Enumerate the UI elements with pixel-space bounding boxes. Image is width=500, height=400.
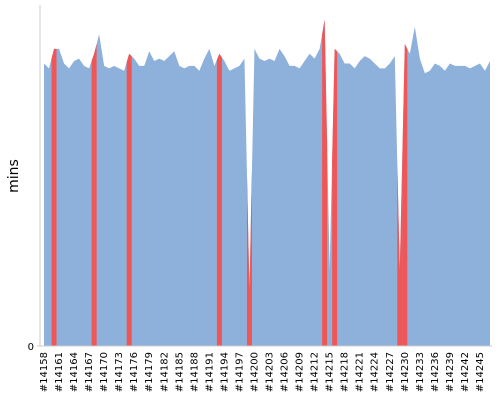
x-tick-label: #14191 — [204, 352, 215, 392]
x-tick-label: #14185 — [174, 352, 185, 392]
failed-build — [126, 53, 132, 346]
y-tick-label: 0 — [28, 342, 34, 353]
x-tick-label: #14158 — [39, 352, 50, 392]
x-tick-label: #14179 — [144, 352, 155, 392]
failed-build — [322, 19, 328, 346]
failed-build — [246, 169, 252, 346]
x-tick-label: #14221 — [355, 352, 366, 392]
x-tick-label: #14200 — [249, 352, 260, 392]
x-tick-label: #14197 — [234, 352, 245, 392]
failed-build — [402, 43, 408, 346]
x-tick-label: #14188 — [189, 352, 200, 392]
x-tick-label: #14212 — [310, 352, 321, 392]
x-tick-label: #14227 — [385, 352, 396, 392]
y-axis-label: mins — [6, 159, 22, 193]
x-tick-label: #14236 — [430, 352, 441, 392]
x-tick-label: #14218 — [340, 352, 351, 392]
failed-build — [332, 48, 338, 346]
x-tick-label: #14161 — [54, 352, 65, 392]
x-tick-label: #14182 — [159, 352, 170, 392]
x-tick-label: #14164 — [69, 352, 80, 392]
x-tick-label: #14194 — [219, 352, 230, 392]
x-tick-label: #14245 — [475, 352, 486, 392]
x-tick-label: #14233 — [415, 352, 426, 392]
x-tick-label: #14224 — [370, 352, 381, 392]
x-tick-label: #14167 — [84, 352, 95, 392]
x-tick-label: #14242 — [460, 352, 471, 392]
x-tick-label: #14203 — [265, 352, 276, 392]
x-tick-label: #14206 — [280, 352, 291, 392]
failed-build — [91, 43, 97, 346]
failed-build — [216, 53, 222, 346]
x-tick-label: #14230 — [400, 352, 411, 392]
x-tick-label: #14170 — [99, 352, 110, 392]
x-tick-label: #14173 — [114, 352, 125, 392]
x-tick-label: #14209 — [295, 352, 306, 392]
failed-build — [397, 156, 403, 346]
x-tick-label: #14215 — [325, 352, 336, 392]
failed-build — [51, 48, 57, 346]
area — [44, 19, 490, 346]
x-tick-label: #14239 — [445, 352, 456, 392]
x-tick-label: #14176 — [129, 352, 140, 392]
